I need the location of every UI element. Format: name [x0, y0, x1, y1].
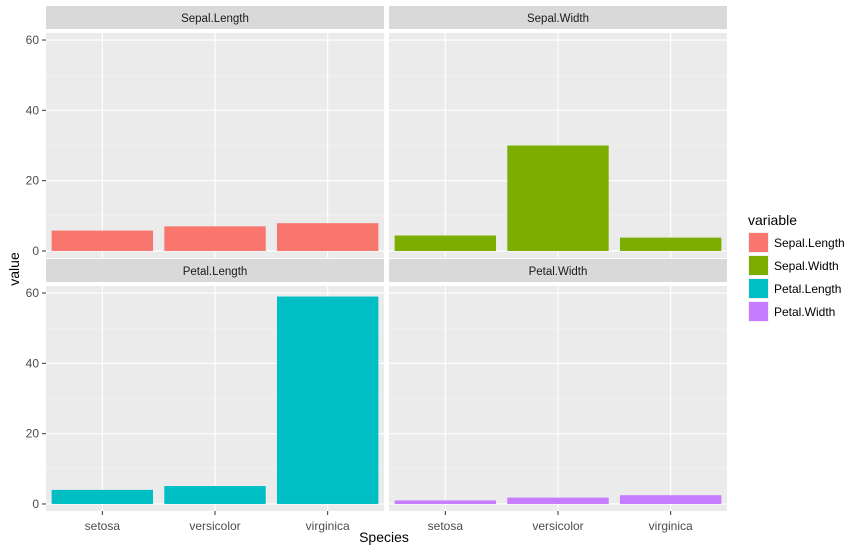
strip-label-petal-length: Petal.Length	[183, 266, 248, 278]
x-tick-label-setosa: setosa	[85, 519, 121, 533]
panel-sepal-length: Sepal.Length 0 20 40 60	[26, 6, 384, 258]
legend-swatch-sepal-width	[749, 256, 768, 275]
y-tick-label: 20	[26, 427, 40, 441]
panel-petal-length: Petal.Length 0 20 40 60	[26, 259, 384, 511]
x-tick-label-versicolor: versicolor	[189, 519, 240, 533]
x-tick-label-versicolor: versicolor	[532, 519, 583, 533]
y-tick-label: 20	[26, 174, 40, 188]
bar-petal-width-setosa	[394, 500, 497, 504]
legend: variable Sepal.Length Sepal.Width Petal.Le…	[748, 212, 845, 322]
bar-petal-width-versicolor	[507, 497, 609, 504]
legend-label-petal-width: Petal.Width	[774, 305, 835, 319]
y-tick-label: 0	[32, 244, 39, 258]
x-axis-title: Species	[359, 529, 409, 545]
y-tick-label: 40	[26, 103, 40, 117]
y-tick-label: 40	[26, 356, 40, 370]
bar-sepal-width-versicolor	[507, 145, 609, 251]
strip-background	[46, 6, 384, 29]
strip-label-sepal-length: Sepal.Length	[181, 13, 249, 25]
x-tick-label-virginica: virginica	[306, 519, 350, 533]
y-axis-title: value	[6, 252, 22, 286]
bar-petal-width-virginica	[619, 495, 722, 504]
x-tick-label-setosa: setosa	[428, 519, 464, 533]
panel-petal-width: Petal.Width	[389, 259, 727, 511]
y-tick-label: 60	[26, 33, 40, 47]
bar-petal-length-setosa	[51, 489, 154, 504]
strip-label-sepal-width: Sepal.Width	[527, 13, 589, 25]
legend-items: Sepal.Length Sepal.Width Petal.Length Petal…	[748, 232, 845, 322]
legend-label-sepal-length: Sepal.Length	[774, 236, 845, 250]
facet-panels: Sepal.Length 0 20 40 60 Sepal.Width Petal.Leng…	[26, 6, 727, 511]
bar-sepal-width-virginica	[619, 237, 722, 251]
legend-title: variable	[748, 212, 797, 228]
legend-label-sepal-width: Sepal.Width	[774, 259, 839, 273]
x-tick-label-virginica: virginica	[649, 519, 693, 533]
panel-sepal-width: Sepal.Width	[389, 6, 727, 258]
strip-background	[389, 259, 727, 282]
strip-background	[389, 6, 727, 29]
legend-swatch-petal-length	[749, 279, 768, 298]
bar-sepal-length-versicolor	[164, 226, 266, 251]
x-axis-tick-labels: setosa versicolor virginica setosa versicolo…	[85, 511, 693, 533]
legend-swatch-petal-width	[749, 302, 768, 321]
y-tick-label: 60	[26, 286, 40, 300]
legend-swatch-sepal-length	[749, 233, 768, 252]
bar-sepal-width-setosa	[394, 235, 497, 251]
legend-label-petal-length: Petal.Length	[774, 282, 841, 296]
y-tick-label: 0	[32, 497, 39, 511]
bar-sepal-length-setosa	[51, 230, 154, 251]
bar-petal-length-versicolor	[164, 486, 266, 504]
strip-background	[46, 259, 384, 282]
bar-petal-length-virginica	[276, 296, 379, 504]
strip-label-petal-width: Petal.Width	[529, 266, 588, 278]
bar-sepal-length-virginica	[276, 223, 379, 251]
